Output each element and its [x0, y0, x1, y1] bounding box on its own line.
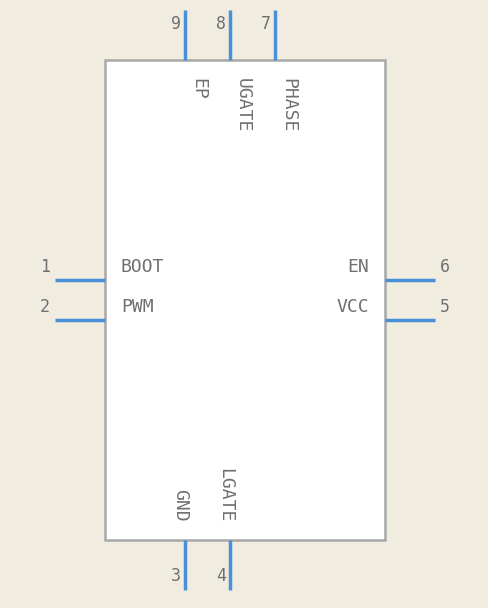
Text: 4: 4	[216, 567, 226, 585]
Text: 1: 1	[40, 258, 50, 276]
Text: 9: 9	[171, 15, 181, 33]
Text: PHASE: PHASE	[279, 78, 297, 133]
Text: PWM: PWM	[121, 298, 154, 316]
Text: UGATE: UGATE	[234, 78, 252, 133]
Text: 6: 6	[440, 258, 450, 276]
Text: 3: 3	[171, 567, 181, 585]
Bar	[105, 60, 385, 540]
Text: EN: EN	[347, 258, 369, 276]
Text: LGATE: LGATE	[216, 468, 234, 522]
Text: 2: 2	[40, 298, 50, 316]
Text: EP: EP	[189, 78, 207, 100]
Text: 8: 8	[216, 15, 226, 33]
Text: VCC: VCC	[336, 298, 369, 316]
Text: 5: 5	[440, 298, 450, 316]
Text: 7: 7	[261, 15, 271, 33]
Text: GND: GND	[171, 489, 189, 522]
Text: BOOT: BOOT	[121, 258, 164, 276]
